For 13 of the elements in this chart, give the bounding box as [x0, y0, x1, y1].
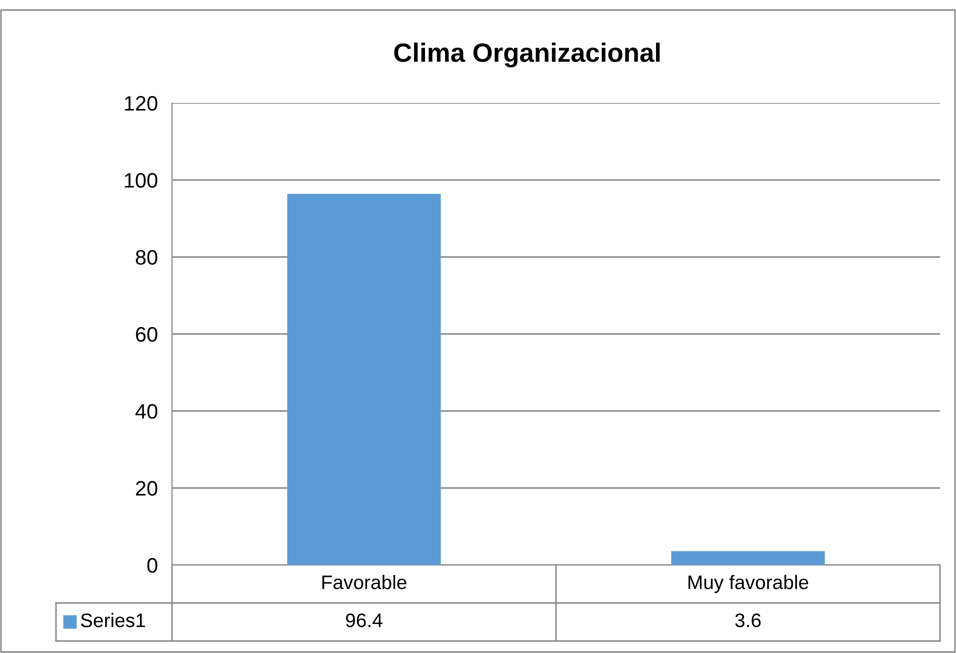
y-tick-label: 20 [136, 481, 158, 496]
y-tick-label: 120 [124, 96, 158, 111]
data-label: 3.6 [735, 613, 761, 628]
chart-title: Clima Organizacional [394, 42, 660, 68]
data-label: 96.4 [346, 613, 382, 628]
y-tick-label: 0 [147, 558, 158, 573]
y-tick-label: 60 [136, 327, 158, 342]
x-tick-label: Muy favorable [688, 574, 808, 594]
legend-label: Series1 [80, 612, 145, 628]
y-tick-label: 80 [136, 250, 158, 265]
y-tick-label: 100 [124, 173, 158, 188]
x-tick-label: Favorable [322, 574, 406, 590]
y-tick-label: 40 [135, 404, 158, 419]
